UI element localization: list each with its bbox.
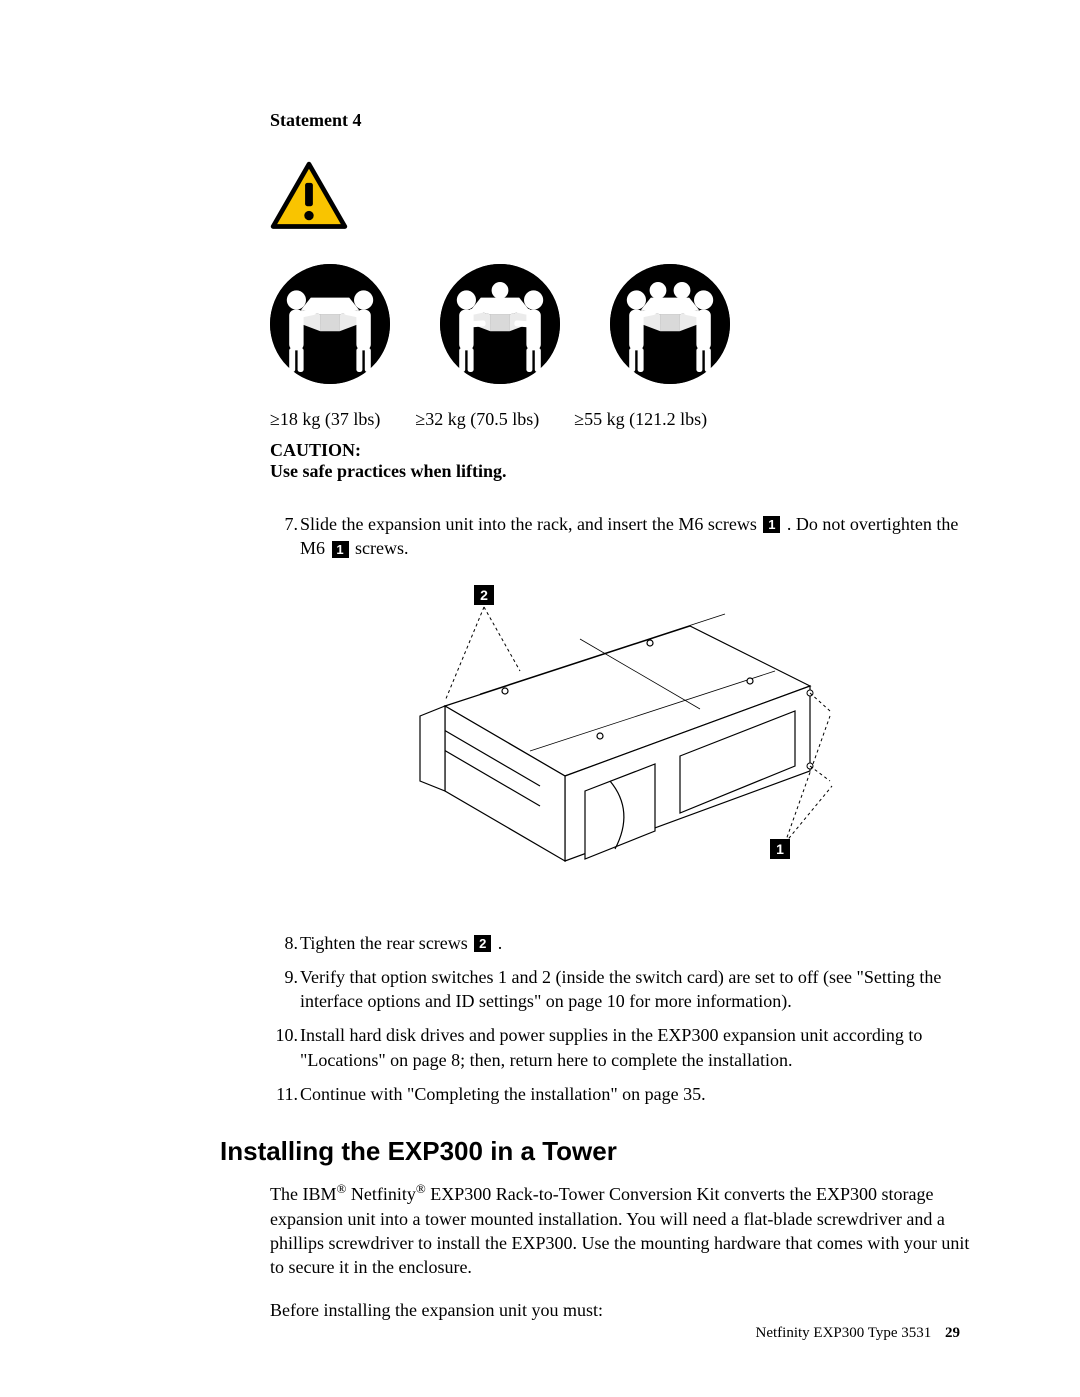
page: Statement 4 [0, 0, 1080, 1397]
step-text: Tighten the rear screws [300, 933, 472, 953]
tower-before-text: Before installing the expansion unit you… [270, 1298, 970, 1322]
callout-icon: 1 [332, 541, 349, 558]
step-text: Slide the expansion unit into the rack, … [300, 514, 761, 534]
weight-labels-row: ≥18 kg (37 lbs) ≥32 kg (70.5 lbs) ≥55 kg… [270, 409, 970, 430]
step-item: Install hard disk drives and power suppl… [270, 1023, 970, 1072]
step-text: Install hard disk drives and power suppl… [300, 1025, 922, 1069]
step-item: Continue with "Completing the installati… [270, 1082, 970, 1106]
step-item: Tighten the rear screws 2 . [270, 931, 970, 955]
warning-triangle-icon [270, 161, 348, 229]
registered-icon: ® [416, 1181, 426, 1196]
tower-section: Installing the EXP300 in a Tower [220, 1136, 980, 1167]
rack-unit-diagram: 2 [390, 581, 850, 911]
main-content: Statement 4 [270, 110, 970, 1106]
step-item: Verify that option switches 1 and 2 (ins… [270, 965, 970, 1014]
step-item: Slide the expansion unit into the rack, … [270, 512, 970, 561]
weight-label: ≥32 kg (70.5 lbs) [415, 409, 539, 430]
callout-icon: 2 [474, 935, 491, 952]
step-text: screws. [351, 538, 409, 558]
page-footer: Netfinity EXP300 Type 3531 29 [756, 1325, 961, 1342]
page-number: 29 [945, 1325, 960, 1341]
diagram-callout-1: 1 [776, 841, 784, 857]
registered-icon: ® [337, 1181, 347, 1196]
tower-section-body: The IBM® Netfinity® EXP300 Rack-to-Tower… [270, 1182, 970, 1321]
footer-text: Netfinity EXP300 Type 3531 [756, 1325, 932, 1341]
caution-label: CAUTION: [270, 440, 970, 461]
diagram-callout-2: 2 [480, 587, 488, 603]
weight-label: ≥55 kg (121.2 lbs) [574, 409, 707, 430]
team-lift-icon [440, 264, 560, 384]
tower-paragraph: The IBM® Netfinity® EXP300 Rack-to-Tower… [270, 1182, 970, 1279]
team-lift-icon [270, 264, 390, 384]
caution-text: Use safe practices when lifting. [270, 461, 970, 482]
install-steps-b: Tighten the rear screws 2 . Verify that … [270, 931, 970, 1107]
weight-label: ≥18 kg (37 lbs) [270, 409, 380, 430]
step-text: Verify that option switches 1 and 2 (ins… [300, 967, 941, 1011]
step-text: Continue with "Completing the installati… [300, 1084, 706, 1104]
lifting-icons-row [270, 264, 970, 384]
statement-label: Statement 4 [270, 110, 970, 131]
callout-icon: 1 [763, 516, 780, 533]
section-heading: Installing the EXP300 in a Tower [220, 1136, 980, 1167]
step-text: . [493, 933, 502, 953]
install-steps-a: Slide the expansion unit into the rack, … [270, 512, 970, 561]
team-lift-icon [610, 264, 730, 384]
